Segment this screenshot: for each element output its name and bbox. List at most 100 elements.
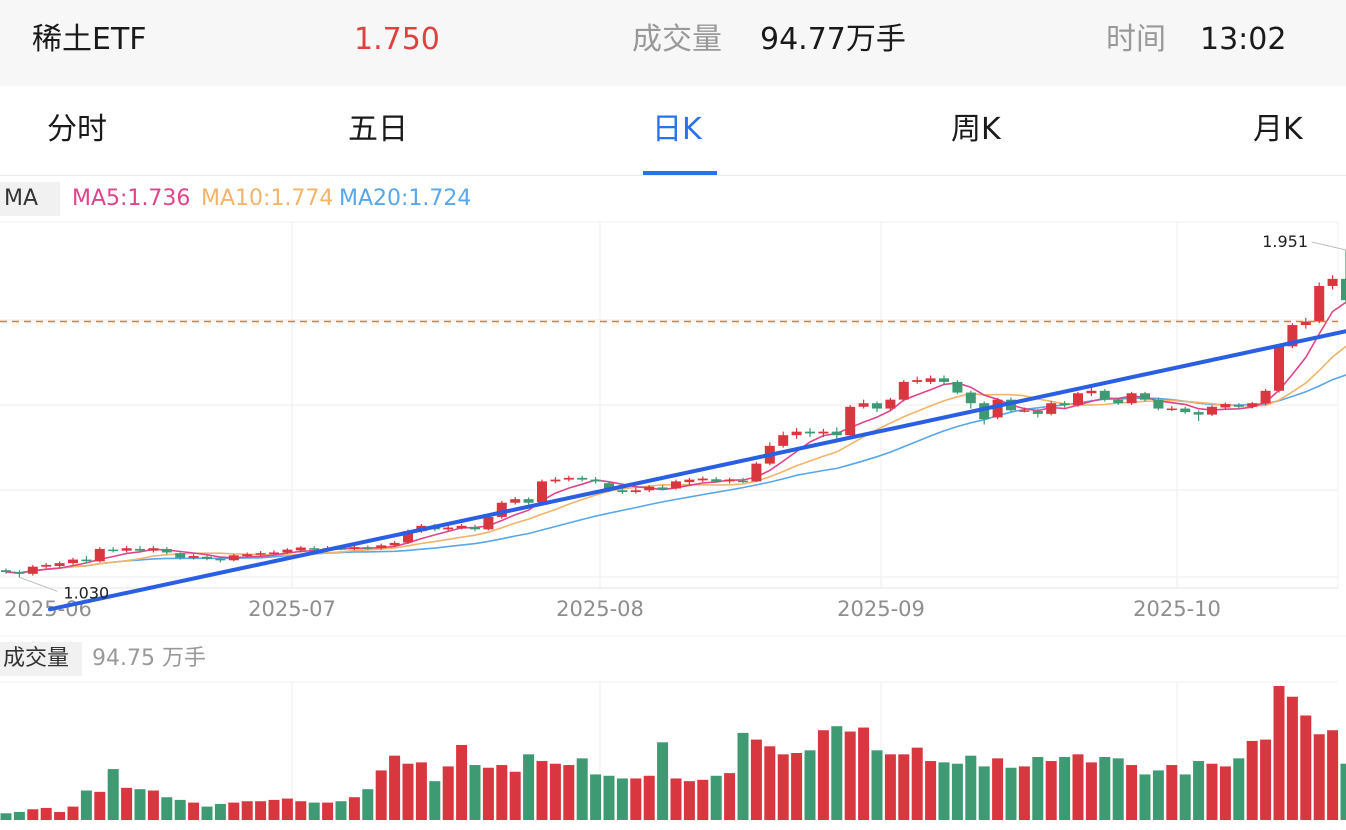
candle <box>1314 282 1325 324</box>
volume-bar <box>1126 765 1138 820</box>
candle <box>1260 389 1271 405</box>
volume-bar <box>67 806 79 820</box>
candle-body <box>121 548 132 551</box>
candle <box>523 497 534 505</box>
candle-body <box>537 481 547 503</box>
volume-bar <box>844 731 856 820</box>
volume-bar <box>54 811 66 820</box>
candle-body <box>523 499 534 503</box>
volume-bar <box>898 754 910 820</box>
candle-body <box>349 547 360 549</box>
candle-body <box>483 516 494 530</box>
candle <box>108 547 119 553</box>
volume-bar <box>791 753 803 820</box>
candle-body <box>604 483 614 491</box>
candle-body <box>1300 321 1311 326</box>
max-high-label: 1.951 <box>1262 232 1308 251</box>
candle-body <box>27 566 38 574</box>
time-value: 13:02 <box>1200 22 1287 57</box>
candle <box>1327 275 1338 290</box>
candle <box>590 477 601 484</box>
candle <box>362 545 373 550</box>
volume-bar <box>1018 766 1030 820</box>
candle <box>617 488 628 494</box>
candle <box>1153 397 1164 411</box>
candle <box>510 497 521 505</box>
tab-five-day[interactable]: 五日 <box>348 112 408 147</box>
volume-bar <box>415 762 427 820</box>
tab-daily-k[interactable]: 日K <box>652 112 702 147</box>
volume-bar <box>817 730 829 820</box>
tab-monthly-k[interactable]: 月K <box>1253 112 1303 147</box>
candle <box>309 546 320 552</box>
volume-value: 94.77万手 <box>760 22 906 57</box>
candle <box>202 554 212 561</box>
candle-body <box>657 487 668 489</box>
candle <box>121 546 132 553</box>
candle-body <box>550 479 561 482</box>
volume-bar <box>94 791 106 820</box>
candle <box>1073 391 1083 407</box>
volume-bar <box>1166 765 1178 820</box>
candle <box>1113 398 1124 405</box>
candle <box>671 479 681 490</box>
x-tick-label: 2025-07 <box>248 597 336 621</box>
candle-body <box>496 502 507 517</box>
candle-body <box>1153 399 1164 409</box>
candle <box>1126 391 1137 405</box>
candle-body <box>912 380 923 382</box>
candle <box>148 546 159 553</box>
candle <box>979 401 990 425</box>
volume-legend-label[interactable]: 成交量 <box>0 642 82 676</box>
candle-body <box>161 548 172 553</box>
candle-body <box>1247 403 1258 407</box>
volume-bar <box>603 775 615 820</box>
candle-body <box>724 479 735 482</box>
tab-intraday[interactable]: 分时 <box>47 112 107 147</box>
volume-bar <box>1300 715 1312 820</box>
candle-body <box>805 431 815 434</box>
candle <box>161 547 172 555</box>
candle-body <box>1032 411 1043 414</box>
volume-bar <box>1246 740 1258 820</box>
candle <box>738 477 748 484</box>
volume-bar <box>456 744 468 820</box>
volume-bar <box>630 778 642 820</box>
volume-bar <box>1099 757 1111 820</box>
volume-bar <box>1152 770 1164 820</box>
volume-bar <box>241 801 253 820</box>
volume-bar <box>1233 758 1245 820</box>
ma-legend-label[interactable]: MA <box>0 182 60 216</box>
candle-body <box>1207 406 1217 415</box>
volume-bar <box>925 761 937 820</box>
volume-bar <box>1219 766 1231 820</box>
candle <box>1180 406 1191 414</box>
volume-bar <box>1139 774 1151 820</box>
candle <box>1046 401 1057 416</box>
candle-body <box>389 542 400 546</box>
tab-weekly-k[interactable]: 周K <box>951 112 1001 147</box>
candle <box>215 556 226 563</box>
candle-body <box>269 552 279 554</box>
volume-bar <box>670 778 682 820</box>
candle-body <box>1287 325 1298 347</box>
candle <box>443 525 454 532</box>
candle <box>1166 406 1177 412</box>
volume-bar <box>335 801 347 820</box>
candle-body <box>1140 393 1150 400</box>
candle <box>791 428 802 439</box>
candle <box>68 557 78 565</box>
volume-bar <box>938 762 950 820</box>
candle <box>805 428 815 437</box>
candle <box>965 390 976 409</box>
candle-body <box>108 549 119 552</box>
volume-bar <box>1206 763 1218 820</box>
candle <box>872 401 882 413</box>
volume-bars <box>0 686 1346 820</box>
candle <box>778 431 789 448</box>
volume-bar <box>40 807 52 820</box>
candle-body <box>1327 278 1338 286</box>
candle <box>81 556 92 564</box>
candle <box>831 427 842 439</box>
